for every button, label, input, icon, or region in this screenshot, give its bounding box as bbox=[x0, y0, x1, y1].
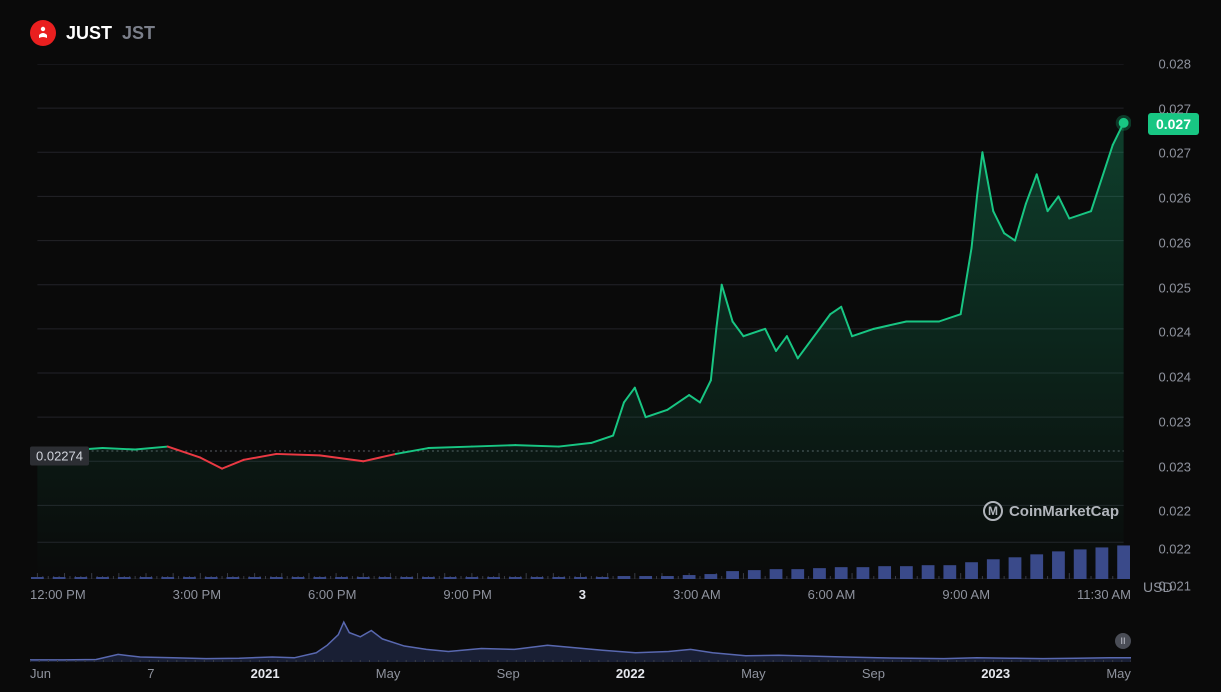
x-tick-label: 9:00 AM bbox=[942, 587, 990, 602]
range-x-tick-label: May bbox=[741, 666, 766, 681]
y-tick-label: 0.021 bbox=[1158, 579, 1191, 594]
range-handle-glyph: II bbox=[1120, 636, 1125, 646]
watermark-text: CoinMarketCap bbox=[1009, 503, 1119, 520]
start-price-value: 0.02274 bbox=[36, 449, 83, 464]
x-tick-label: 3 bbox=[579, 587, 586, 602]
x-tick-label: 9:00 PM bbox=[443, 587, 491, 602]
y-tick-label: 0.024 bbox=[1158, 370, 1191, 385]
y-tick-label: 0.028 bbox=[1158, 57, 1191, 72]
y-tick-label: 0.023 bbox=[1158, 459, 1191, 474]
range-x-tick-label: May bbox=[1106, 666, 1131, 681]
y-tick-label: 0.025 bbox=[1158, 280, 1191, 295]
x-axis: 12:00 PM 3:00 PM 6:00 PM 9:00 PM 3 3:00 AM 6:0… bbox=[30, 579, 1131, 602]
range-x-tick-label: 7 bbox=[147, 666, 154, 681]
range-x-tick-label: 2021 bbox=[251, 666, 280, 681]
x-tick-label: 3:00 PM bbox=[173, 587, 221, 602]
start-price-tag: 0.02274 bbox=[30, 447, 89, 466]
range-handle[interactable]: II bbox=[1115, 633, 1131, 649]
y-tick-label: 0.026 bbox=[1158, 235, 1191, 250]
coin-name: JUST bbox=[66, 23, 112, 44]
range-x-tick-label: May bbox=[376, 666, 401, 681]
x-tick-label: 3:00 AM bbox=[673, 587, 721, 602]
x-tick-label: 6:00 AM bbox=[808, 587, 856, 602]
y-tick-label: 0.024 bbox=[1158, 325, 1191, 340]
y-tick-label: 0.022 bbox=[1158, 541, 1191, 556]
range-x-tick-label: Sep bbox=[862, 666, 885, 681]
x-tick-label: 11:30 AM bbox=[1077, 587, 1131, 602]
price-chart-svg bbox=[30, 64, 1131, 579]
y-tick-label: 0.027 bbox=[1158, 101, 1191, 116]
range-x-tick-label: Jun bbox=[30, 666, 51, 681]
coin-logo-icon bbox=[30, 20, 56, 46]
header: JUST JST bbox=[30, 20, 1201, 46]
y-tick-label: 0.026 bbox=[1158, 191, 1191, 206]
range-selector-chart[interactable]: II Jun 7 2021 May Sep 2022 May Sep 2023 May bbox=[30, 620, 1201, 682]
page-container: JUST JST 0.02274 M CoinMarketCap 0.027 0… bbox=[0, 0, 1221, 692]
x-tick-label: 6:00 PM bbox=[308, 587, 356, 602]
current-price-value: 0.027 bbox=[1156, 116, 1191, 132]
range-chart-svg bbox=[30, 620, 1131, 662]
range-x-tick-label: Sep bbox=[497, 666, 520, 681]
price-chart[interactable]: 0.02274 M CoinMarketCap bbox=[30, 64, 1131, 579]
y-tick-label: 0.023 bbox=[1158, 414, 1191, 429]
range-x-tick-label: 2022 bbox=[616, 666, 645, 681]
coinmarketcap-icon: M bbox=[983, 501, 1003, 521]
y-tick-label: 0.027 bbox=[1158, 146, 1191, 161]
watermark: M CoinMarketCap bbox=[983, 501, 1119, 521]
coin-ticker: JST bbox=[122, 23, 155, 44]
y-axis: 0.027 0.0280.0270.0270.0260.0260.0250.02… bbox=[1131, 64, 1201, 579]
x-tick-label: 12:00 PM bbox=[30, 587, 86, 602]
y-tick-label: 0.022 bbox=[1158, 504, 1191, 519]
range-x-axis: Jun 7 2021 May Sep 2022 May Sep 2023 May bbox=[30, 662, 1131, 681]
main-chart-area: 0.02274 M CoinMarketCap 0.027 0.0280.027… bbox=[30, 64, 1201, 579]
range-x-tick-label: 2023 bbox=[981, 666, 1010, 681]
